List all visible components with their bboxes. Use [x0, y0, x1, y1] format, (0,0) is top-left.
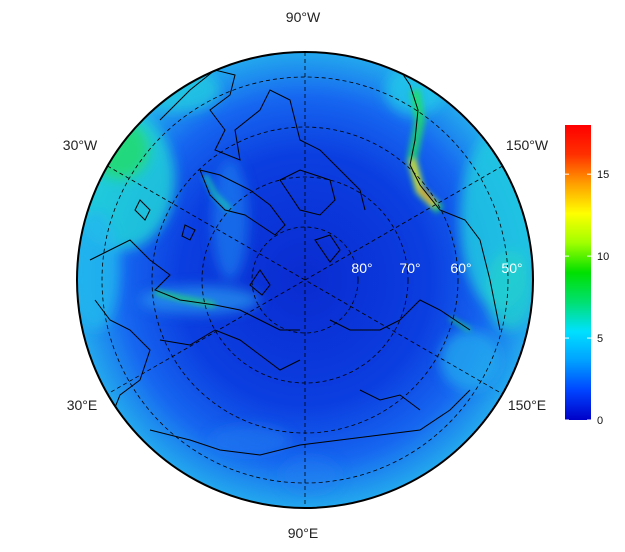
colorbar-tick-label: 10: [597, 251, 609, 263]
lat-label-60: 60°: [450, 260, 471, 276]
graticule: [101, 52, 509, 508]
lat-label-50: 50°: [501, 260, 522, 276]
lat-label-70: 70°: [399, 260, 420, 276]
lon-label-90w: 90°W: [286, 9, 321, 25]
colorbar: 15 10 5 0: [565, 125, 609, 427]
lon-label-150e: 150°E: [508, 397, 546, 413]
colorbar-gradient: [565, 125, 591, 420]
lon-label-30e: 30°E: [67, 397, 98, 413]
lon-label-30w: 30°W: [63, 137, 98, 153]
lon-label-90e: 90°E: [288, 525, 319, 541]
coastlines: [89, 69, 501, 456]
colorbar-tick-label: 0: [597, 415, 603, 427]
colorbar-tick-label: 15: [597, 169, 609, 181]
map-boundary: [76, 51, 534, 509]
colorbar-tick-label: 5: [597, 333, 603, 345]
lat-label-80: 80°: [351, 260, 372, 276]
lon-label-150w: 150°W: [506, 137, 549, 153]
colorbar-ticks: 15 10 5 0: [565, 169, 609, 427]
